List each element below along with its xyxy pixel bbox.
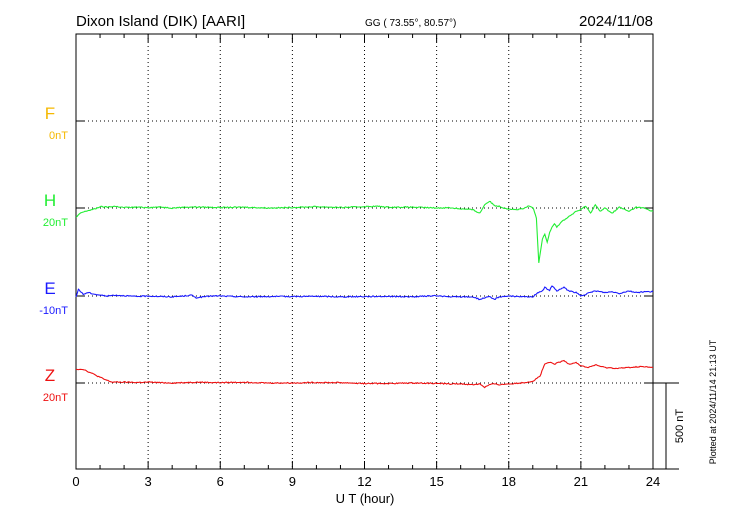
plot-frame (75, 33, 654, 470)
component-label-z: Z (45, 366, 55, 385)
component-label-h: H (44, 191, 56, 210)
plotted-at-note: Plotted at 2024/11/14 21:13 UT (708, 339, 718, 464)
x-axis-label: U T (hour) (336, 491, 395, 506)
trace-h (75, 200, 654, 263)
x-tick-label: 0 (72, 474, 79, 489)
coordinates-label: GG ( 73.55°, 80.57°) (365, 18, 456, 29)
baseline-value-f: 0nT (49, 130, 68, 142)
x-tick-label: 21 (574, 474, 588, 489)
x-tick-label: 12 (357, 474, 371, 489)
trace-z (75, 359, 654, 389)
component-label-e: E (44, 279, 55, 298)
baseline-value-e: -10nT (39, 305, 68, 317)
x-axis: 0 3 6 9 12 15 18 21 24 (72, 34, 660, 489)
x-tick-label: 24 (646, 474, 660, 489)
x-tick-label: 6 (217, 474, 224, 489)
baseline-value-z: 20nT (43, 392, 68, 404)
baseline-value-h: 20nT (43, 217, 68, 229)
scale-bar-label: 500 nT (674, 409, 686, 444)
date-label: 2024/11/08 (579, 13, 653, 30)
x-tick-label: 9 (289, 474, 296, 489)
x-tick-label: 3 (145, 474, 152, 489)
station-title: Dixon Island (DIK) [AARI] (76, 13, 245, 30)
component-labels: F 0nT H 20nT E -10nT Z 20nT (39, 104, 68, 404)
traces (75, 200, 654, 389)
scale-bar: 500 nT (653, 382, 686, 470)
component-label-f: F (45, 104, 55, 123)
x-tick-label: 15 (429, 474, 443, 489)
gridlines (76, 34, 653, 469)
x-tick-label: 18 (502, 474, 516, 489)
trace-e (75, 285, 654, 301)
